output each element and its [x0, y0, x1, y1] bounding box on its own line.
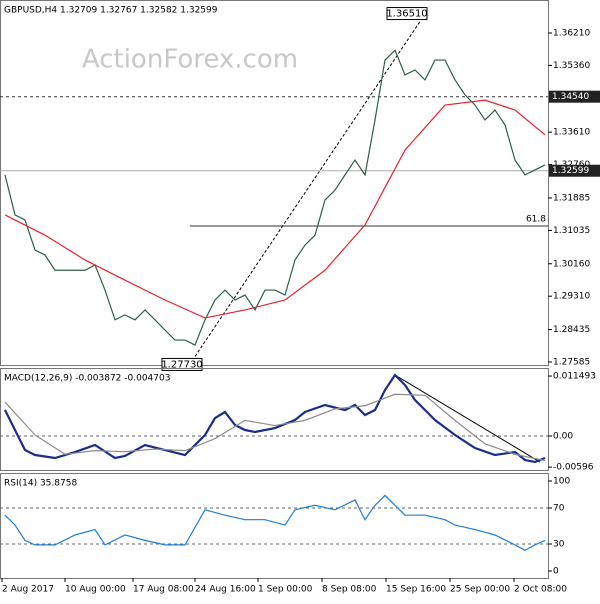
- level-label: 1.34540: [552, 92, 589, 102]
- y-tick-label: 1.36210: [553, 28, 590, 38]
- level-label: 61.8: [526, 215, 546, 225]
- y-tick-label: 0.00: [553, 432, 573, 442]
- series-line: [4, 373, 546, 464]
- level-box: [549, 90, 600, 103]
- x-tick-label: 2 Oct 08:00: [514, 585, 567, 595]
- y-tick-label: 100: [553, 477, 570, 487]
- x-tick-label: 8 Sep 08:00: [322, 585, 377, 595]
- swing-box: [386, 7, 428, 21]
- panel-title: MACD(12,26,9) -0.003872 -0.004703: [4, 374, 170, 384]
- y-tick-label: 1.28435: [553, 325, 590, 335]
- x-tick-label: 25 Sep 00:00: [450, 585, 510, 595]
- series-line: [4, 99, 546, 319]
- panel-title: RSI(14) 35.8758: [4, 479, 77, 489]
- panel-title: GBPUSD,H4 1.32709 1.32767 1.32582 1.3259…: [4, 6, 218, 16]
- panel-frame: [0, 473, 549, 579]
- swing-label: 1.27730: [161, 359, 202, 370]
- y-tick-label: -0.00596: [553, 463, 594, 473]
- y-tick-label: 0: [553, 566, 559, 576]
- x-tick-label: 2 Aug 2017: [2, 585, 54, 595]
- level-label: 1.32599: [552, 166, 589, 176]
- y-tick-label: 30: [553, 539, 565, 549]
- x-tick-label: 17 Aug 08:00: [133, 585, 194, 595]
- y-tick-label: 1.35360: [553, 61, 590, 71]
- series-line: [4, 393, 546, 462]
- y-tick-label: 1.29310: [553, 292, 590, 302]
- y-tick-label: 70: [553, 504, 565, 514]
- swing-box: [161, 357, 203, 371]
- x-tick-label: 1 Sep 00:00: [258, 585, 313, 595]
- watermark: ActionForex.com: [82, 45, 298, 75]
- y-tick-label: 1.31885: [553, 193, 590, 203]
- y-tick-label: 1.33610: [553, 128, 590, 138]
- level-box: [549, 164, 600, 177]
- y-tick-label: 1.27585: [553, 357, 590, 367]
- x-tick-label: 24 Aug 16:00: [195, 585, 256, 595]
- y-tick-label: 0.011493: [553, 372, 596, 382]
- panel-frame: [0, 0, 549, 366]
- x-tick-label: 15 Sep 16:00: [386, 585, 446, 595]
- trend-line: [394, 374, 541, 463]
- y-tick-label: 1.31035: [553, 226, 590, 236]
- panel-frame: [0, 368, 549, 471]
- swing-label: 1.36510: [386, 9, 427, 20]
- x-tick-label: 10 Aug 00:00: [65, 585, 126, 595]
- series-line: [4, 494, 546, 551]
- y-tick-label: 1.30160: [553, 259, 590, 269]
